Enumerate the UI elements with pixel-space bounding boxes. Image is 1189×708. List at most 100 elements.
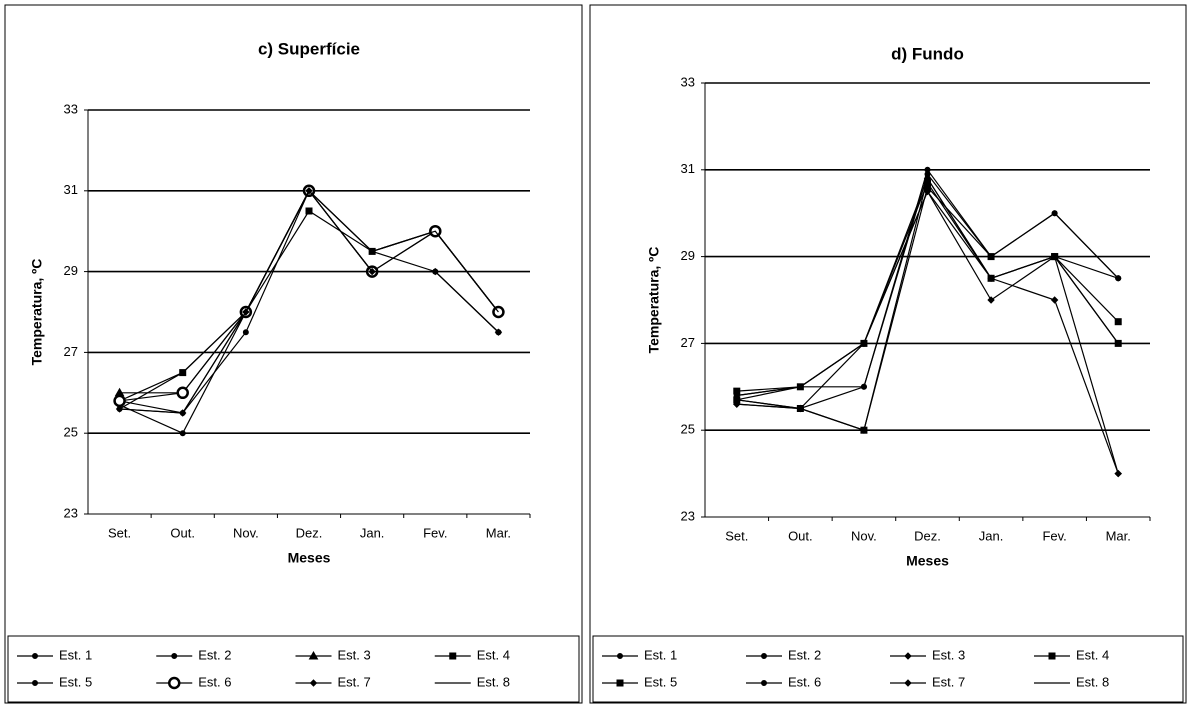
marker (179, 369, 186, 376)
chart-title: c) Superfície (258, 39, 360, 58)
marker (449, 652, 457, 660)
legend-label: Est. 2 (788, 647, 821, 662)
marker (32, 680, 38, 686)
legend-label: Est. 4 (1076, 647, 1109, 662)
y-tick-label: 29 (681, 248, 695, 263)
marker (1114, 469, 1122, 478)
marker (179, 430, 186, 437)
y-tick-label: 27 (681, 335, 695, 350)
marker (860, 426, 868, 434)
series-line (119, 189, 499, 414)
x-tick-label: Mar. (486, 525, 511, 540)
series-line (119, 189, 499, 410)
x-tick-label: Mar. (1106, 528, 1131, 543)
legend-label: Est. 7 (932, 674, 965, 689)
marker (617, 653, 623, 659)
series-line (119, 189, 499, 402)
legend-label: Est. 6 (788, 674, 821, 689)
y-axis-label: Temperatura, ºC (29, 259, 45, 366)
marker (761, 653, 767, 659)
series-line (736, 176, 1119, 474)
marker (308, 650, 319, 660)
legend-box (592, 635, 1184, 703)
marker (242, 329, 249, 336)
marker (1048, 652, 1056, 660)
series-line (119, 189, 499, 414)
legend-label: Est. 3 (338, 647, 371, 662)
x-tick-label: Fev. (423, 525, 447, 540)
series-line (736, 190, 1119, 401)
marker (115, 405, 124, 413)
series-line (736, 185, 1119, 431)
marker (1051, 210, 1058, 217)
marker (987, 296, 995, 304)
panel-border (4, 4, 583, 704)
marker (1050, 296, 1059, 304)
x-tick-label: Out. (170, 525, 195, 540)
x-tick-label: Jan. (360, 525, 385, 540)
chart-title: d) Fundo (891, 44, 964, 63)
x-tick-label: Dez. (296, 525, 323, 540)
x-tick-label: Jan. (979, 528, 1004, 543)
y-tick-label: 33 (64, 101, 78, 116)
marker (988, 253, 995, 260)
x-tick-label: Nov. (851, 528, 877, 543)
legend-label: Est. 4 (477, 647, 510, 662)
x-tick-label: Fev. (1042, 528, 1066, 543)
marker (1114, 318, 1122, 326)
legend-label: Est. 7 (338, 674, 371, 689)
series-line (119, 189, 499, 434)
y-axis-label: Temperatura, ºC (646, 247, 662, 354)
marker (904, 652, 912, 660)
y-tick-label: 33 (681, 74, 695, 89)
y-tick-label: 23 (64, 505, 78, 520)
series-line (736, 172, 1119, 397)
y-tick-label: 23 (681, 508, 695, 523)
marker (113, 394, 126, 408)
legend-label: Est. 8 (477, 674, 510, 689)
y-tick-label: 31 (64, 182, 78, 197)
marker (1115, 275, 1122, 282)
series-line (736, 181, 1119, 392)
marker (923, 174, 932, 183)
panel-border (589, 4, 1187, 704)
series-line (736, 190, 1119, 474)
marker (368, 267, 376, 276)
marker (431, 267, 439, 276)
legend-label: Est. 8 (1076, 674, 1109, 689)
legend-label: Est. 5 (59, 674, 92, 689)
series-line (736, 168, 1119, 410)
series-line (736, 177, 1119, 397)
legend-label: Est. 6 (198, 674, 231, 689)
y-tick-label: 27 (64, 344, 78, 359)
marker (171, 653, 178, 659)
y-tick-label: 29 (64, 263, 78, 278)
y-tick-label: 31 (681, 161, 695, 176)
marker (168, 676, 181, 690)
x-tick-label: Dez. (914, 528, 941, 543)
x-axis-label: Meses (288, 550, 331, 566)
marker (733, 392, 740, 399)
legend-label: Est. 1 (59, 647, 92, 662)
marker (733, 400, 741, 408)
marker (32, 653, 38, 659)
legend-label: Est. 3 (932, 647, 965, 662)
x-tick-label: Set. (725, 528, 748, 543)
x-axis-label: Meses (906, 553, 949, 569)
y-tick-label: 25 (681, 422, 695, 437)
marker (305, 207, 313, 215)
legend-label: Est. 1 (644, 647, 677, 662)
legend-label: Est. 5 (644, 674, 677, 689)
marker (309, 679, 318, 687)
legend-label: Est. 2 (198, 647, 231, 662)
x-tick-label: Set. (108, 525, 131, 540)
series-line (119, 189, 499, 414)
marker (796, 404, 805, 413)
series-line (119, 189, 499, 394)
x-tick-label: Nov. (233, 525, 259, 540)
marker (761, 680, 767, 686)
marker (616, 679, 624, 687)
marker (924, 183, 931, 191)
y-tick-label: 25 (64, 425, 78, 440)
